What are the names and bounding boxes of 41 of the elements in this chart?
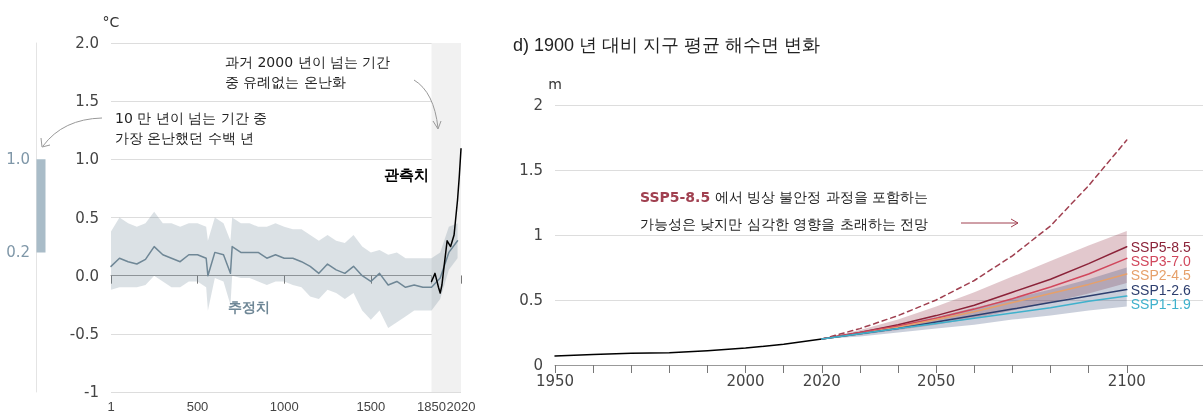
series-label: 관측치: [384, 165, 429, 184]
x-tick-label: 1950: [535, 371, 575, 390]
y-tick-label: 0.5: [75, 208, 99, 227]
x-tick-label: 1850: [417, 399, 446, 414]
x-tick-label: 500: [186, 399, 209, 414]
x-tick-label: 1500: [356, 399, 386, 414]
y-axis-title: °C: [102, 14, 120, 30]
annotation: 10 만 년이 넘는 기간 중 가장 온난했던 수백 년: [115, 110, 268, 146]
y-tick-label: 1.0: [6, 150, 30, 169]
x-tick-label: 1: [107, 399, 115, 414]
y-tick-label: 1.5: [519, 161, 543, 179]
line-series: [110, 240, 459, 289]
x-tick-label: 2050: [917, 371, 956, 390]
y-tick-label: 1.5: [75, 92, 99, 111]
series-label: SSP3-7.0: [1130, 252, 1191, 269]
y-tick-label: 2.0: [75, 34, 99, 52]
y-tick-label: 1: [533, 226, 543, 244]
y-tick-label: 0.5: [519, 291, 543, 309]
y-tick-label: -1: [84, 383, 99, 401]
y-tick-label: 2: [533, 96, 543, 114]
x-tick-label: 1000: [269, 399, 299, 414]
x-tick-label: 2020: [802, 371, 841, 390]
y-axis-title: m: [548, 76, 562, 92]
x-tick-label: 2000: [726, 371, 765, 390]
chart-title: d) 1900 년 대비 지구 평균 해수면 변화: [513, 35, 821, 55]
series-label: SSP5-8.5: [1130, 238, 1191, 255]
y-tick-label: 0: [533, 356, 543, 374]
series-label: SSP1-2.6: [1130, 281, 1191, 298]
series-label: SSP2-4.5: [1130, 266, 1191, 283]
annotation: 과거 2000 년이 넘는 기간 중 유례없는 온난화: [225, 54, 391, 90]
x-tick-label: 2020: [446, 399, 476, 414]
annotation: SSP5-8.5 에서 빙상 불안정 과정을 포함하는 가능성은 낮지만 심각한 영향을 초래하는 전망: [640, 188, 929, 232]
y-tick-label: 0.0: [75, 266, 99, 285]
series-label: SSP1-1.9: [1130, 295, 1191, 312]
line-series: [554, 338, 823, 357]
y-tick-label: -0.5: [69, 324, 99, 343]
y-tick-label: 0.2: [6, 243, 30, 262]
x-tick-label: 2100: [1107, 371, 1146, 390]
line-series: [430, 148, 462, 294]
y-tick-label: 1.0: [75, 150, 99, 169]
series-label: 추정치: [228, 299, 270, 315]
